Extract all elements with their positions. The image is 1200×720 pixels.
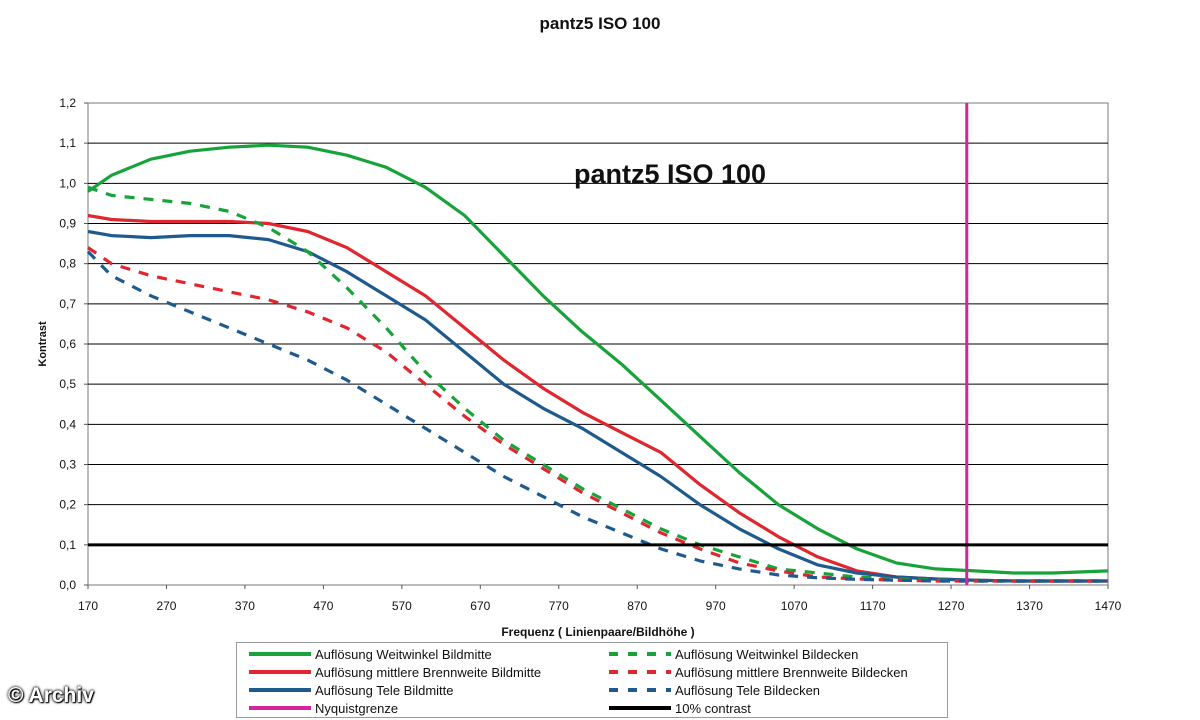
- legend-item: 10% contrast: [609, 699, 751, 717]
- legend-swatch: [609, 670, 671, 674]
- legend-swatch: [609, 688, 671, 692]
- legend-swatch: [249, 706, 311, 710]
- y-tick-label: 0,2: [59, 498, 76, 512]
- x-tick-label: 670: [470, 599, 490, 613]
- legend-label: Auflösung Tele Bildecken: [675, 682, 821, 698]
- x-tick-label: 1370: [1016, 599, 1043, 613]
- y-tick-label: 0,1: [59, 538, 76, 552]
- legend-item: Nyquistgrenze: [249, 699, 398, 717]
- x-tick-label: 1170: [860, 599, 886, 613]
- y-axis-ticks: 0,0 0,1 0,2 0,3 0,4 0,5 0,6 0,7 0,8 0,9 1,0 1,1 1,2: [59, 96, 88, 592]
- mtf-line-chart: 0,00,10,20,30,40,50,60,70,80,91,01,11,2 …: [37, 96, 1122, 639]
- legend-swatch: [609, 706, 671, 710]
- reference-lines: [88, 103, 1108, 585]
- series-line-green-solid: [87, 143, 1109, 575]
- x-tick-label: 1270: [938, 599, 965, 613]
- x-tick-label: 370: [235, 599, 255, 613]
- legend-label: Nyquistgrenze: [315, 700, 399, 716]
- legend-label: 10% contrast: [675, 700, 751, 716]
- legend-item: Auflösung mittlere Brennweite Bildecken: [609, 663, 908, 681]
- y-tick-label: 1,1: [59, 136, 76, 150]
- y-tick-label: 0,8: [59, 257, 76, 271]
- y-tick-label: 1,0: [59, 176, 76, 190]
- x-tick-label: 970: [706, 599, 726, 613]
- y-tick-label: 0,3: [59, 458, 76, 472]
- x-tick-label: 1470: [1095, 599, 1122, 613]
- x-tick-label: 170: [78, 599, 98, 613]
- chart-legend: Auflösung Weitwinkel Bildmitte Auflösung …: [236, 642, 948, 718]
- series-lines: [86, 143, 1109, 583]
- page-title: pantz5 ISO 100: [539, 14, 661, 33]
- legend-item: Auflösung mittlere Brennweite Bildmitte: [249, 663, 541, 681]
- legend-item: Auflösung Tele Bildecken: [609, 681, 820, 699]
- y-tick-label: 0,0: [59, 578, 76, 592]
- legend-swatch: [249, 688, 311, 692]
- legend-item: Auflösung Weitwinkel Bildecken: [609, 645, 858, 663]
- legend-label: Auflösung Weitwinkel Bildecken: [675, 646, 859, 662]
- y-tick-label: 0,9: [59, 217, 76, 231]
- x-tick-label: 470: [313, 599, 333, 613]
- y-tick-label: 1,2: [59, 96, 76, 110]
- legend-label: Auflösung mittlere Brennweite Bildecken: [675, 664, 908, 680]
- legend-label: Auflösung Weitwinkel Bildmitte: [315, 646, 492, 662]
- x-tick-label: 870: [627, 599, 647, 613]
- copyright-watermark: © Archiv: [8, 684, 94, 707]
- y-tick-label: 0,7: [59, 297, 76, 311]
- legend-swatch: [249, 670, 311, 674]
- x-axis-ticks: 170 270 370 470 570 670 770 870 970 1070 1170 1270 1…: [78, 585, 1122, 613]
- x-axis-label: Frequenz ( Linienpaare/Bildhöhe ): [501, 625, 694, 639]
- y-axis-label: Kontrast: [37, 321, 49, 367]
- legend-label: Auflösung Tele Bildmitte: [315, 682, 454, 698]
- inner-chart-title: pantz5 ISO 100: [574, 159, 766, 189]
- x-tick-label: 270: [156, 599, 176, 613]
- x-tick-label: 770: [549, 599, 569, 613]
- legend-label: Auflösung mittlere Brennweite Bildmitte: [315, 664, 542, 680]
- x-tick-label: 570: [392, 599, 412, 613]
- x-tick-label: 1070: [781, 599, 808, 613]
- series-line-blue-dashed: [86, 250, 1108, 583]
- legend-item: Auflösung Weitwinkel Bildmitte: [249, 645, 492, 663]
- y-tick-label: 0,6: [59, 337, 76, 351]
- y-tick-label: 0,4: [59, 417, 76, 431]
- legend-item: Auflösung Tele Bildmitte: [249, 681, 454, 699]
- legend-swatch: [609, 652, 671, 656]
- legend-swatch: [249, 652, 311, 656]
- gridlines: [88, 142, 1108, 546]
- y-tick-label: 0,5: [59, 377, 76, 391]
